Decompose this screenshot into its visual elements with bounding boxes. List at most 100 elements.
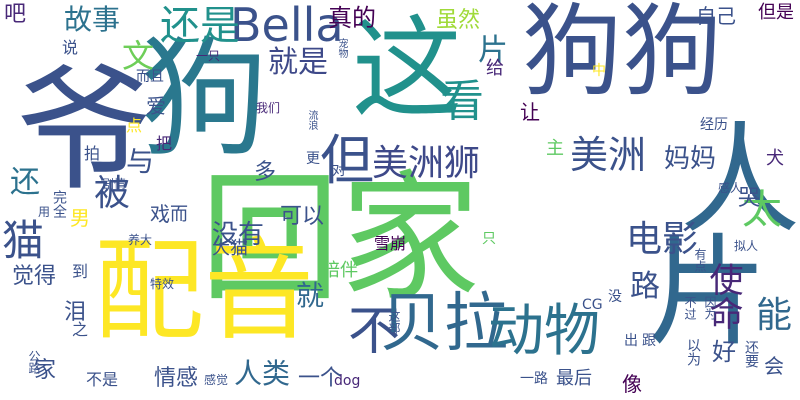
- word-但是: 但是: [758, 2, 794, 23]
- word-好: 好: [712, 338, 736, 366]
- word-太: 太: [742, 187, 782, 233]
- word-因为: 因为: [703, 296, 717, 320]
- word-不是: 不是: [86, 370, 119, 389]
- word-没: 没: [608, 289, 622, 305]
- word-有点: 有点: [693, 248, 707, 272]
- word-不过: 不过: [683, 296, 697, 320]
- word-雪崩: 雪崩: [374, 234, 407, 253]
- word-这部: 这部: [387, 310, 401, 334]
- word-最后: 最后: [556, 368, 592, 389]
- word-泪: 泪: [64, 300, 87, 325]
- word-犬: 犬: [766, 148, 784, 169]
- word-更: 更: [306, 151, 320, 167]
- word-人: 人: [659, 116, 798, 236]
- word-公路: 公路: [27, 350, 41, 374]
- word-而且: 而且: [136, 69, 164, 85]
- word-就是: 就是: [268, 45, 328, 80]
- word-还要: 还要: [743, 340, 759, 368]
- word-宠物: 宠物: [336, 38, 347, 58]
- word-狗: 狗: [140, 25, 269, 174]
- word-给: 给: [486, 58, 504, 79]
- word-回家: 回家: [200, 158, 481, 321]
- word-像: 像: [622, 372, 642, 396]
- word-爱: 爱: [146, 94, 166, 118]
- word-片-2: 片: [478, 33, 508, 68]
- word-跟: 跟: [642, 333, 656, 349]
- word-就: 就: [296, 279, 325, 312]
- word-会: 会: [764, 354, 784, 378]
- word-自己: 自己: [696, 4, 736, 28]
- word-美洲狮: 美洲狮: [372, 143, 481, 184]
- word-这: 这: [352, 5, 462, 133]
- word-一路: 一路: [520, 371, 548, 387]
- word-吧: 吧: [4, 2, 27, 27]
- word-bella: Bella: [230, 0, 344, 52]
- word-虽然: 虽然: [436, 8, 481, 33]
- word-但: 但: [320, 129, 374, 192]
- word-可以: 可以: [280, 204, 325, 229]
- word-哭: 哭: [738, 186, 761, 211]
- word-妈妈: 妈妈: [664, 144, 717, 174]
- word-贝拉: 贝拉: [380, 287, 508, 361]
- word-cg: CG: [582, 297, 603, 313]
- word-经历: 经历: [700, 117, 728, 133]
- word-dog: dog: [334, 373, 361, 389]
- word-动物: 动物: [488, 299, 600, 364]
- word-把: 把: [156, 134, 173, 153]
- word-流浪: 流浪: [306, 110, 317, 130]
- word-大猫: 大猫: [212, 238, 248, 259]
- word-拍: 拍: [84, 144, 101, 163]
- word-我们: 我们: [256, 101, 281, 115]
- word-文: 文: [122, 37, 155, 75]
- word-感人: 感人: [718, 181, 743, 195]
- word-养大: 养大: [128, 233, 153, 247]
- word-片: 片: [627, 228, 766, 348]
- word-觉得: 觉得: [12, 264, 57, 289]
- word-被: 被: [94, 173, 131, 214]
- word-与: 与: [126, 145, 155, 178]
- word-说: 说: [62, 38, 79, 57]
- word-一只: 一只: [196, 49, 221, 63]
- word-一个: 一个: [298, 366, 343, 391]
- word-狗狗: 狗狗: [522, 0, 722, 110]
- word-路: 路: [630, 269, 660, 304]
- word-还: 还: [10, 165, 40, 200]
- word-故事: 故事: [64, 3, 121, 36]
- word-对: 对: [332, 163, 346, 179]
- word-美洲: 美洲: [570, 133, 647, 177]
- word-多: 多: [254, 160, 277, 185]
- word-出: 出: [624, 333, 638, 349]
- word-用: 用: [38, 205, 51, 219]
- word-点: 点: [126, 116, 143, 135]
- word-戏: 戏: [150, 202, 170, 226]
- word-主: 主: [546, 138, 564, 159]
- word-不: 不: [348, 302, 401, 362]
- word-真的: 真的: [328, 4, 376, 32]
- word-中: 中: [592, 63, 606, 79]
- word-还是: 还是: [160, 3, 240, 49]
- word-电影: 电影: [626, 219, 699, 260]
- word-爷: 爷: [0, 58, 150, 193]
- word-人类: 人类: [234, 357, 291, 390]
- word-感觉: 感觉: [204, 373, 229, 387]
- word-使命: 使命: [703, 262, 743, 330]
- word-家: 家: [34, 358, 57, 383]
- word-看: 看: [440, 76, 484, 127]
- word-没有: 没有: [212, 220, 265, 250]
- word-拟人: 拟人: [734, 239, 759, 253]
- word-能: 能: [756, 295, 793, 336]
- word-配音: 配音: [94, 227, 314, 355]
- word-只: 只: [482, 231, 496, 247]
- word-剧情: 剧情: [102, 177, 127, 191]
- word-完全: 完全: [51, 190, 67, 218]
- word-特效: 特效: [150, 277, 175, 291]
- word-以为: 以为: [685, 338, 701, 366]
- word-猫: 猫: [2, 216, 45, 265]
- word-到: 到: [72, 262, 89, 281]
- word-而: 而: [170, 204, 188, 225]
- word-情感: 情感: [154, 366, 199, 391]
- word-男: 男: [70, 206, 90, 230]
- word-让: 让: [520, 100, 540, 124]
- word-之: 之: [72, 320, 89, 339]
